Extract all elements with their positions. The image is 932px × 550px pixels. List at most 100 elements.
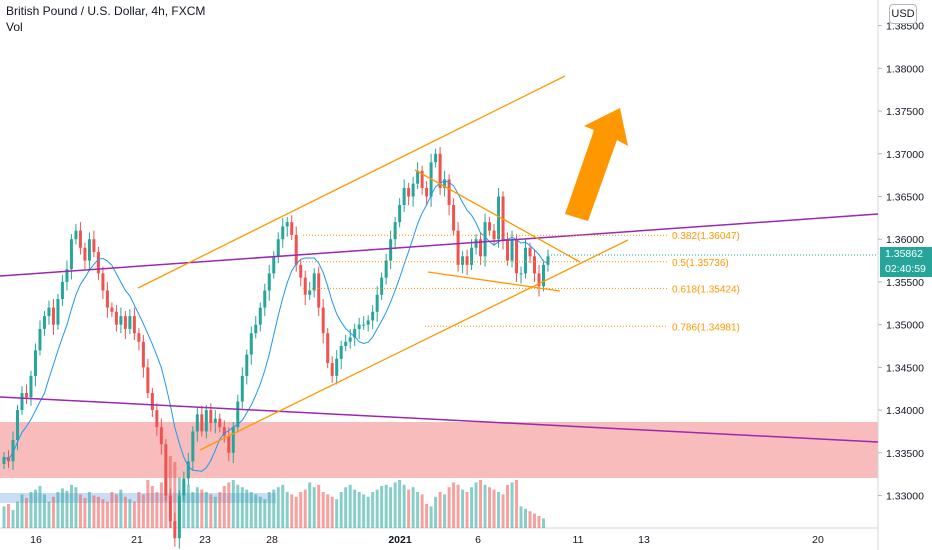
volume-bar: [335, 499, 339, 528]
candle-body: [375, 294, 379, 312]
candle-body: [159, 427, 163, 445]
volume-bar: [420, 494, 424, 528]
candle-body: [303, 277, 307, 295]
volume-bar: [105, 501, 109, 528]
x-tick-label: 6: [475, 534, 481, 546]
candle-body: [330, 363, 334, 376]
candle-body: [69, 239, 73, 270]
channel-lower-line: [199, 239, 629, 451]
volume-bar: [137, 492, 141, 528]
volume-bar: [65, 490, 69, 528]
candle-body: [141, 341, 145, 368]
candle-body: [128, 316, 132, 329]
candle-body: [150, 393, 154, 411]
volume-bar: [308, 482, 312, 528]
candle-body: [186, 461, 190, 479]
candle-body: [114, 311, 118, 325]
volume-bar: [492, 489, 496, 528]
moving-average-line: [3, 180, 549, 472]
y-tick-label: 1.38500: [886, 21, 924, 33]
x-tick-label: 21: [131, 534, 143, 546]
volume-bar: [132, 501, 136, 528]
volume-bar: [240, 487, 244, 528]
fib-level-label: 0.618(1.35424): [672, 284, 740, 295]
candle-body: [542, 264, 546, 287]
volume-bar: [56, 492, 60, 528]
candle-body: [479, 239, 483, 257]
fib-level-label: 0.382(1.36047): [672, 231, 740, 242]
candle-body: [101, 273, 105, 291]
volume-bar: [20, 494, 24, 528]
volume-bar: [425, 504, 429, 528]
candle-body: [38, 328, 42, 351]
candle-body: [119, 316, 123, 325]
candle-body: [105, 290, 109, 308]
candle-body: [326, 333, 330, 364]
volume-bar: [87, 492, 91, 528]
candle-body: [308, 290, 312, 295]
volume-bar: [443, 494, 447, 528]
candle-body: [195, 414, 199, 432]
candle-body: [146, 367, 150, 394]
candle-body: [11, 440, 15, 462]
volume-bar: [222, 486, 226, 528]
volume-bar: [542, 518, 546, 528]
candle-body: [348, 337, 352, 342]
volume-bar: [123, 496, 127, 528]
volume-bar: [488, 487, 492, 528]
candle-body: [515, 239, 519, 274]
volume-bar: [479, 480, 483, 528]
candle-body: [510, 239, 514, 261]
volume-bar: [74, 487, 78, 528]
volume-bar: [254, 494, 258, 528]
candle-body: [425, 187, 429, 197]
candle-body: [42, 316, 46, 329]
candle-body: [83, 247, 87, 261]
volume-bar: [191, 492, 195, 528]
candle-body: [137, 333, 141, 342]
candle-body: [24, 393, 28, 398]
volume-label: Vol: [6, 20, 23, 34]
candle-body: [339, 346, 343, 359]
y-tick-label: 1.36500: [886, 192, 924, 204]
volume-bar: [51, 496, 55, 528]
y-tick-label: 1.36000: [886, 234, 924, 246]
volume-bar: [213, 496, 217, 528]
volume-bar: [236, 484, 240, 528]
volume-bar: [515, 480, 519, 528]
volume-bar: [6, 504, 10, 528]
volume-bar: [150, 486, 154, 528]
x-tick-label: 11: [573, 534, 584, 546]
volume-bar: [164, 474, 168, 528]
y-tick-label: 1.37000: [886, 149, 924, 161]
volume-bar: [119, 489, 123, 528]
candle-body: [272, 256, 276, 274]
volume-bar: [510, 482, 514, 528]
volume-bar: [389, 487, 393, 528]
x-tick-label: 28: [266, 534, 278, 546]
volume-bar: [497, 492, 501, 528]
candle-body: [420, 170, 424, 188]
volume-bar: [281, 484, 285, 528]
y-tick-label: 1.35000: [886, 320, 924, 332]
volume-bar: [92, 495, 96, 528]
volume-bar: [326, 494, 330, 528]
volume-bar: [393, 482, 397, 528]
y-tick-label: 1.33500: [886, 448, 924, 460]
volume-bar: [101, 499, 105, 528]
volume-bar: [528, 511, 532, 528]
candle-body: [78, 230, 82, 248]
volume-bar: [470, 487, 474, 528]
candle-body: [416, 170, 420, 184]
currency-button[interactable]: USD: [889, 4, 917, 24]
x-tick-label: 20: [812, 534, 824, 546]
volume-bar: [33, 489, 37, 528]
candle-body: [60, 281, 64, 300]
volume-bar: [294, 496, 298, 528]
volume-bar: [371, 492, 375, 528]
volume-bar: [299, 492, 303, 528]
volume-bar: [155, 492, 159, 528]
candle-body: [173, 521, 177, 539]
